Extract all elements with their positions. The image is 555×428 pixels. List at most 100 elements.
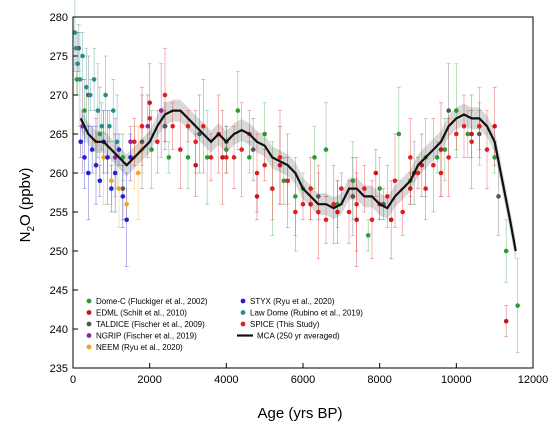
data-point xyxy=(281,178,287,184)
data-point xyxy=(465,131,471,137)
data-point xyxy=(114,139,120,145)
data-point xyxy=(193,139,198,145)
data-point xyxy=(116,186,122,191)
data-point xyxy=(477,123,482,129)
data-point xyxy=(139,139,145,145)
legend-entry: MCA (250 yr averaged) xyxy=(257,332,340,341)
data-point xyxy=(224,147,229,152)
mca-line-layer xyxy=(79,109,517,252)
data-point xyxy=(270,186,275,191)
y-tick-label: 275 xyxy=(50,51,68,63)
data-point xyxy=(99,123,105,129)
data-point xyxy=(193,162,198,168)
x-axis-title: Age (yrs BP) xyxy=(257,405,342,422)
data-point xyxy=(139,123,145,129)
data-point xyxy=(293,194,298,199)
legend-entry: NGRIP (Fischer et al., 2019) xyxy=(96,332,197,341)
legend-marker xyxy=(86,298,92,304)
legend-entry: SPICE (This Study) xyxy=(250,320,320,329)
data-point xyxy=(365,233,371,238)
x-tick-label: 6000 xyxy=(291,374,315,386)
data-point xyxy=(97,131,103,137)
data-point xyxy=(109,178,114,184)
data-point xyxy=(82,108,87,113)
data-point xyxy=(316,194,321,199)
data-point xyxy=(484,147,490,152)
data-point xyxy=(132,139,137,145)
data-point xyxy=(496,194,501,199)
y-tick-label: 250 xyxy=(50,246,68,258)
data-point xyxy=(116,147,122,152)
data-point xyxy=(277,155,283,160)
data-point xyxy=(277,162,283,168)
y-tick-label: 270 xyxy=(50,90,68,102)
legend-entry: STYX (Ryu et al., 2020) xyxy=(250,297,335,306)
data-point xyxy=(120,186,126,191)
data-point xyxy=(392,178,398,184)
data-point xyxy=(112,155,118,160)
data-point xyxy=(454,131,459,137)
data-point xyxy=(239,147,244,152)
data-point xyxy=(385,194,390,199)
data-point xyxy=(285,178,290,184)
mca-line xyxy=(79,109,517,252)
data-point xyxy=(254,170,260,176)
data-point xyxy=(515,303,520,308)
data-point xyxy=(224,155,229,160)
data-point xyxy=(446,155,451,160)
data-point xyxy=(339,186,344,191)
data-point xyxy=(388,217,394,223)
data-point xyxy=(323,217,329,223)
data-point xyxy=(109,186,114,191)
data-point xyxy=(254,194,260,199)
data-point xyxy=(442,147,448,152)
data-point xyxy=(149,147,154,152)
data-point xyxy=(503,318,509,324)
data-point xyxy=(91,77,97,82)
legend-marker xyxy=(240,321,246,327)
axis-ticks: 0 2000 4000 6000 8000 10000 12000 235 240 245 250 2… xyxy=(50,12,549,386)
data-point xyxy=(82,155,87,160)
data-point xyxy=(469,131,474,137)
x-tick-label: 10000 xyxy=(441,374,472,386)
data-point xyxy=(147,100,152,106)
data-point xyxy=(316,209,321,215)
data-point xyxy=(377,186,382,191)
data-point xyxy=(155,139,160,145)
data-point xyxy=(350,194,356,199)
data-point xyxy=(201,123,206,129)
legend-entry: Law Dome (Rubino et al., 2019) xyxy=(250,309,363,318)
legend-entry: Dome-C (Fluckiger et al., 2002) xyxy=(96,297,208,306)
y-tick-label: 255 xyxy=(50,207,68,219)
data-point xyxy=(120,155,126,160)
data-point xyxy=(78,139,83,145)
data-point xyxy=(503,248,509,254)
data-point xyxy=(400,209,405,215)
data-point xyxy=(197,131,202,137)
data-point xyxy=(408,155,413,160)
data-point xyxy=(166,155,172,160)
data-point xyxy=(72,30,78,35)
data-point xyxy=(97,178,103,184)
data-point xyxy=(170,123,175,129)
data-point xyxy=(350,178,356,184)
data-point xyxy=(369,217,375,223)
data-point xyxy=(103,92,108,98)
data-point xyxy=(438,170,444,176)
data-point xyxy=(86,170,91,176)
legend-marker xyxy=(86,344,92,350)
data-point xyxy=(431,162,436,168)
x-tick-label: 2000 xyxy=(137,374,161,386)
data-point xyxy=(434,155,440,160)
data-point xyxy=(235,108,241,113)
legend-marker xyxy=(86,333,92,338)
legend-marker xyxy=(86,321,92,327)
data-point xyxy=(77,77,83,82)
data-point xyxy=(446,108,451,113)
x-tick-label: 8000 xyxy=(367,374,391,386)
data-point xyxy=(95,108,101,113)
legend-entry: TALDICE (Fischer et al., 2009) xyxy=(96,320,205,329)
data-point xyxy=(335,209,340,215)
y-tick-label: 235 xyxy=(50,363,68,375)
data-point xyxy=(346,209,352,215)
